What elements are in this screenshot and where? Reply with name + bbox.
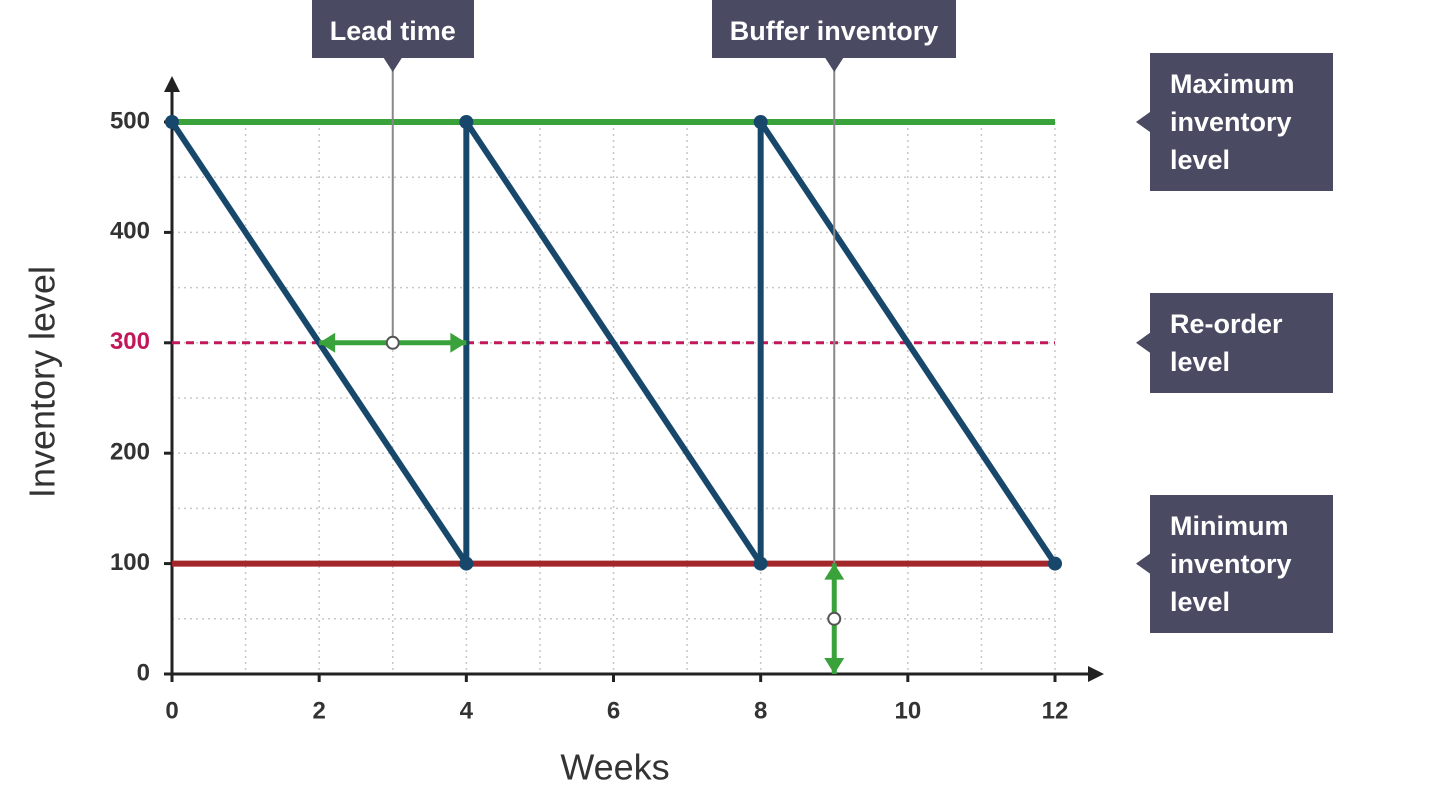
y-tick-label: 200: [110, 439, 150, 466]
label-pointer: [1136, 332, 1150, 353]
point: [459, 115, 474, 129]
point: [753, 115, 768, 129]
x-axis-label: Weeks: [560, 747, 669, 788]
y-tick-label: 0: [137, 659, 150, 686]
callout-dot: [827, 611, 842, 626]
inventory-line: [169, 119, 1058, 567]
point: [459, 556, 474, 571]
x-tick-label: 6: [607, 697, 620, 724]
reference-label: Re-order level: [1150, 292, 1333, 393]
y-tick-label: 400: [110, 218, 150, 245]
x-axis-arrow: [1088, 666, 1104, 682]
x-tick-label: 0: [165, 697, 178, 724]
annotation-label: Lead time: [311, 0, 474, 58]
x-tick-label: 10: [894, 697, 921, 724]
reference-label: Minimum inventory level: [1150, 494, 1333, 633]
x-tick-label: 4: [460, 697, 474, 724]
x-tick-label: 12: [1042, 697, 1069, 724]
label-pointer: [1136, 553, 1150, 574]
x-tick-label: 2: [312, 697, 325, 724]
x-tick-label: 8: [754, 697, 767, 724]
arrow-head: [319, 332, 336, 353]
callout-pointer: [825, 58, 844, 72]
point: [165, 115, 179, 129]
y-tick-label: 300: [110, 328, 150, 355]
point: [1048, 556, 1062, 571]
label-pointer: [1136, 112, 1150, 132]
y-axis-label: Inventory level: [22, 266, 63, 498]
callout-pointer: [383, 58, 402, 72]
callout-dot: [385, 335, 400, 350]
y-tick-label: 500: [110, 107, 150, 134]
arrow-head: [824, 563, 845, 580]
reference-label: Maximum inventory level: [1150, 53, 1333, 191]
arrow-head: [450, 332, 467, 353]
arrow-head: [824, 658, 845, 674]
y-axis-arrow: [164, 76, 180, 92]
point: [753, 556, 768, 571]
y-tick-label: 100: [110, 549, 150, 576]
annotation-label: Buffer inventory: [711, 0, 957, 58]
